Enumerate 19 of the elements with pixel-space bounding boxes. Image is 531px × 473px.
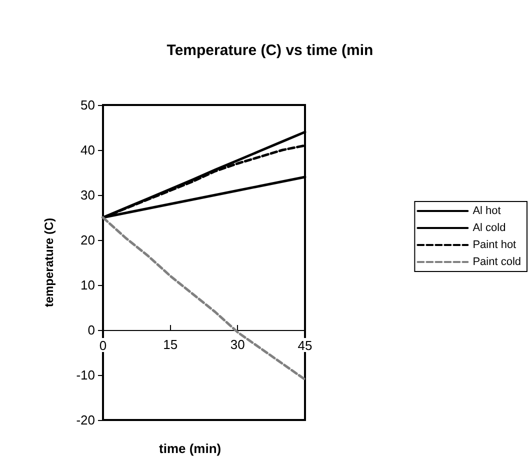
legend-label: Paint hot (472, 239, 516, 251)
y-tick-label: -10 (76, 368, 95, 382)
legend-label: Al cold (472, 222, 506, 234)
y-tick-label: -20 (76, 412, 95, 428)
x-tick-label: 15 (163, 337, 178, 352)
y-tick-label: 20 (80, 232, 95, 248)
chart-title: Temperature (C) vs time (min (166, 42, 374, 59)
y-tick-label: 0 (88, 322, 95, 338)
y-tick-label: 10 (80, 278, 95, 292)
y-tick-label: 30 (80, 188, 95, 202)
x-tick-label: 30 (230, 337, 245, 352)
y-tick-label: 40 (80, 142, 95, 158)
x-tick-label: 45 (298, 338, 312, 353)
x-axis-title: time (min) (159, 441, 222, 456)
legend-label: Paint cold (472, 256, 522, 268)
y-tick-label: 50 (80, 98, 95, 112)
y-axis-title: temperature (C) (42, 218, 56, 308)
x-tick-label: 0 (99, 338, 107, 353)
legend-label: Al hot (472, 205, 501, 217)
